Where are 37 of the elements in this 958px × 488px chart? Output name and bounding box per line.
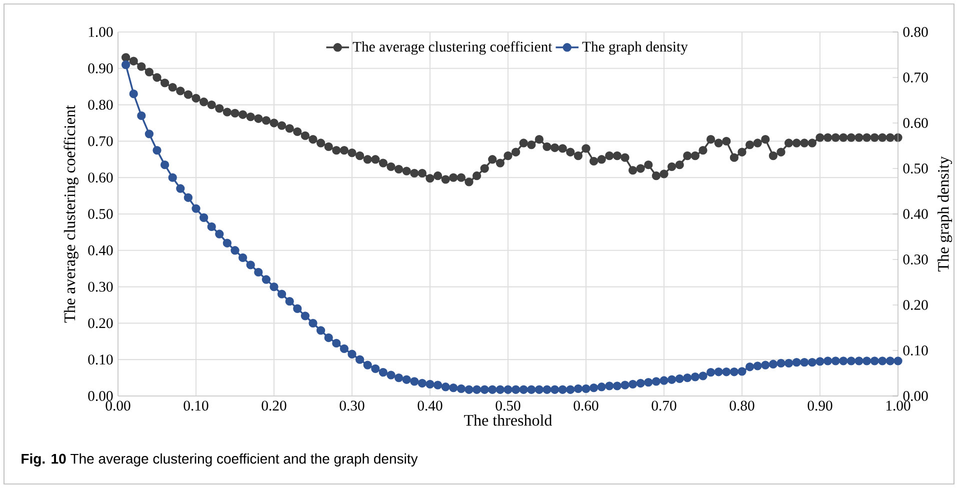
y2-axis-title: The graph density xyxy=(938,156,952,272)
x-tick-label: 0.60 xyxy=(574,400,598,411)
y-tick-label: 0.20 xyxy=(88,318,113,328)
y-tick-label: 1.00 xyxy=(88,27,113,37)
legend-label: The graph density xyxy=(582,41,688,55)
y-tick-label: 0.00 xyxy=(88,391,113,401)
y2-tick-label: 0.80 xyxy=(903,27,928,37)
y2-tick-label: 0.10 xyxy=(903,346,928,356)
y-tick-label: 0.50 xyxy=(88,209,113,219)
y2-tick-label: 0.60 xyxy=(903,118,928,128)
y-tick-label: 0.80 xyxy=(88,100,113,110)
x-tick-label: 0.50 xyxy=(496,400,520,411)
x-tick-label: 0.70 xyxy=(652,400,676,411)
x-axis-title: The threshold xyxy=(464,414,552,426)
y-tick-label: 0.90 xyxy=(88,63,113,74)
y2-tick-label: 0.30 xyxy=(903,254,928,264)
x-tick-label: 0.90 xyxy=(808,400,832,411)
y-tick-label: 0.60 xyxy=(88,172,113,183)
y2-tick-label: 0.70 xyxy=(903,72,928,82)
y-axis-title: The average clustering coefficient xyxy=(64,105,78,323)
y-tick-label: 0.30 xyxy=(88,282,113,292)
x-tick-label: 0.10 xyxy=(184,400,208,411)
y-tick-label: 0.10 xyxy=(88,354,113,365)
y-tick-label: 0.70 xyxy=(88,136,113,146)
x-tick-label: 0.30 xyxy=(340,400,364,411)
x-tick-label: 1.00 xyxy=(886,400,910,411)
x-tick-label: 0.80 xyxy=(730,400,754,411)
text: Fig. 10 The average clustering coefficient and the graph density xyxy=(22,453,418,467)
legend-label: The average clustering coefficient xyxy=(352,41,552,55)
x-tick-label: 0.40 xyxy=(418,400,442,411)
y2-tick-label: 0.50 xyxy=(903,164,928,174)
y2-tick-label: 0.40 xyxy=(903,209,928,219)
y2-tick-label: 0.00 xyxy=(903,391,928,401)
x-tick-label: 0.00 xyxy=(106,400,130,411)
x-tick-label: 0.20 xyxy=(262,400,286,411)
y-tick-label: 0.40 xyxy=(88,245,113,256)
y2-tick-label: 0.20 xyxy=(903,300,928,310)
